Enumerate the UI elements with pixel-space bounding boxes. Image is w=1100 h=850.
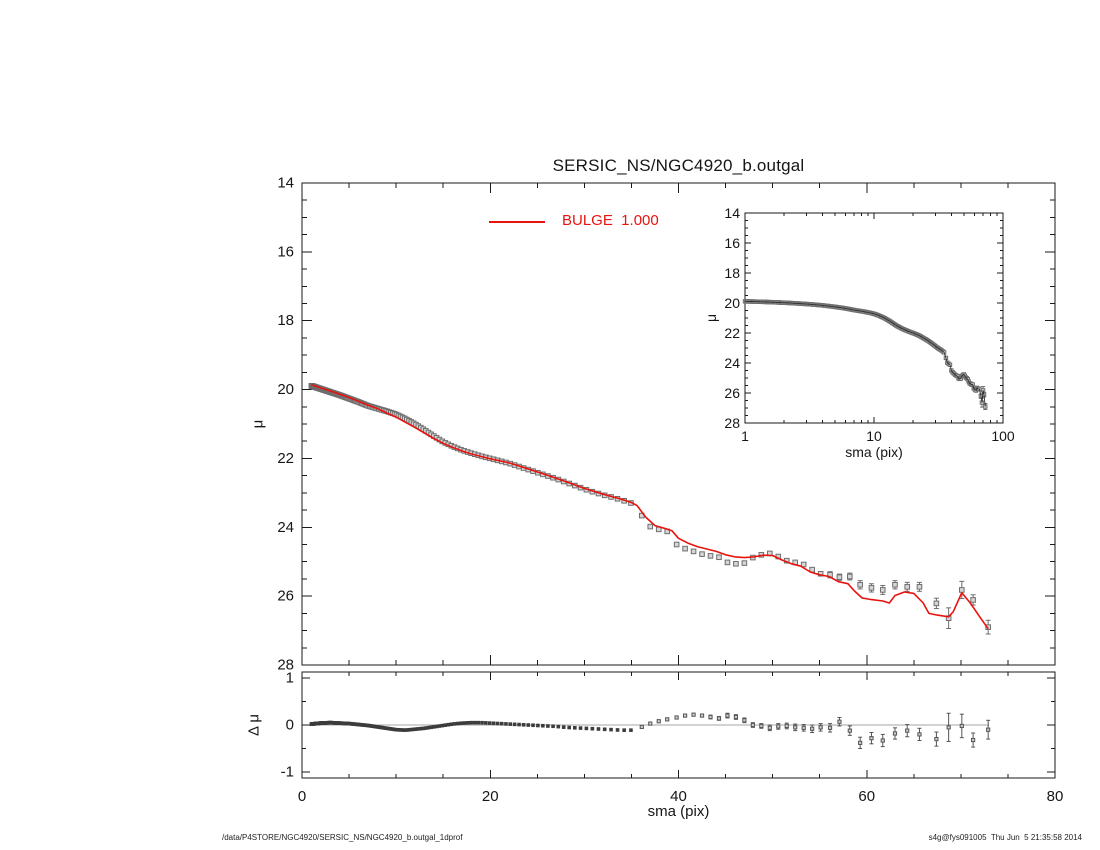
x-axis-label: sma (pix) xyxy=(647,803,710,820)
svg-text:0: 0 xyxy=(286,717,294,734)
svg-text:22: 22 xyxy=(277,450,294,467)
svg-text:26: 26 xyxy=(277,588,294,605)
svg-text:40: 40 xyxy=(670,788,687,805)
inset-x-axis-label: sma (pix) xyxy=(845,444,903,460)
svg-text:60: 60 xyxy=(858,788,875,805)
residual-data-series xyxy=(309,712,991,749)
svg-text:16: 16 xyxy=(277,243,294,260)
svg-text:14: 14 xyxy=(724,205,740,221)
svg-text:-1: -1 xyxy=(281,763,294,780)
svg-text:100: 100 xyxy=(991,428,1015,444)
svg-text:80: 80 xyxy=(1047,788,1064,805)
residual-axes: 0 20 40 60 80-101 xyxy=(281,670,1064,805)
svg-text:20: 20 xyxy=(482,788,499,805)
svg-text:14: 14 xyxy=(277,175,294,192)
svg-text:16: 16 xyxy=(724,235,740,251)
svg-text:24: 24 xyxy=(277,519,294,536)
svg-text:24: 24 xyxy=(724,355,740,371)
main-y-axis-label: μ xyxy=(249,419,267,429)
legend-label: BULGE 1.000 xyxy=(562,212,659,229)
residual-y-axis-label: Δ μ xyxy=(245,713,263,737)
inset-data-series xyxy=(742,299,988,410)
inset-y-axis-label: μ xyxy=(703,313,719,323)
footer-file-path: /data/P4STORE/NGC4920/SERSIC_NS/NGC4920_… xyxy=(222,833,463,842)
svg-text:1: 1 xyxy=(741,428,749,444)
footer-user-timestamp: s4g@fys091005 Thu Jun 5 21:35:58 2014 xyxy=(928,833,1082,842)
main-data-series xyxy=(308,382,991,635)
svg-text:20: 20 xyxy=(724,295,740,311)
svg-text:28: 28 xyxy=(724,415,740,431)
svg-text:28: 28 xyxy=(277,657,294,674)
inset-axes: 1 10 100 14 16 18 20 22 24 26 28 xyxy=(724,205,1014,444)
svg-text:18: 18 xyxy=(277,312,294,329)
svg-text:1: 1 xyxy=(286,670,294,687)
plot-title: SERSIC_NS/NGC4920_b.outgal xyxy=(552,156,805,175)
svg-text:10: 10 xyxy=(866,428,882,444)
svg-text:18: 18 xyxy=(724,265,740,281)
legend-line-sample xyxy=(489,221,545,223)
svg-text:22: 22 xyxy=(724,325,740,341)
inset-profile-line xyxy=(745,300,986,407)
main-model-line xyxy=(311,384,989,630)
svg-text:0: 0 xyxy=(298,788,306,805)
svg-text:26: 26 xyxy=(724,385,740,401)
main-axes: 14 16 18 20 22 24 26 28 xyxy=(277,175,1056,674)
svg-text:20: 20 xyxy=(277,381,294,398)
